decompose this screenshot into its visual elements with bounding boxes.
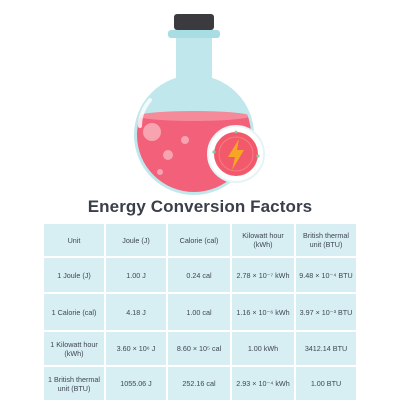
table-cell: 3.60 × 10⁶ J <box>106 332 166 365</box>
table-row: 1 British thermal unit (BTU) 1055.06 J 2… <box>44 367 356 400</box>
table-cell: 1.00 BTU <box>296 367 356 400</box>
header-btu: British thermal unit (BTU) <box>296 224 356 256</box>
table-cell: 3412.14 BTU <box>296 332 356 365</box>
header-kilowatt-hour: Kilowatt hour (kWh) <box>232 224 294 256</box>
table-row: 1 Calorie (cal) 4.18 J 1.00 cal 1.16 × 1… <box>44 294 356 330</box>
header-joule: Joule (J) <box>106 224 166 256</box>
table-cell: 1.00 kWh <box>232 332 294 365</box>
page-title: Energy Conversion Factors <box>87 197 313 216</box>
conversion-table: Unit Joule (J) Calorie (cal) Kilowatt ho… <box>42 222 358 402</box>
table-cell: 3.97 × 10⁻³ BTU <box>296 294 356 330</box>
table-cell: 8.60 × 10⁵ cal <box>168 332 230 365</box>
row-label: 1 Kilowatt hour (kWh) <box>44 332 104 365</box>
table-cell: 252.16 cal <box>168 367 230 400</box>
table-cell: 2.93 × 10⁻⁴ kWh <box>232 367 294 400</box>
header-calorie: Calorie (cal) <box>168 224 230 256</box>
table-row: 1 Kilowatt hour (kWh) 3.60 × 10⁶ J 8.60 … <box>44 332 356 365</box>
row-label: 1 British thermal unit (BTU) <box>44 367 104 400</box>
table-header-row: Unit Joule (J) Calorie (cal) Kilowatt ho… <box>44 224 356 256</box>
table-cell: 1.16 × 10⁻⁶ kWh <box>232 294 294 330</box>
table-cell: 1.00 J <box>106 258 166 292</box>
header-unit: Unit <box>44 224 104 256</box>
row-label: 1 Joule (J) <box>44 258 104 292</box>
row-label: 1 Calorie (cal) <box>44 294 104 330</box>
lightning-bolt-icon <box>207 125 265 183</box>
table-cell: 1.00 cal <box>168 294 230 330</box>
table-row: 1 Joule (J) 1.00 J 0.24 cal 2.78 × 10⁻⁷ … <box>44 258 356 292</box>
flask-illustration <box>134 14 265 195</box>
table-cell: 2.78 × 10⁻⁷ kWh <box>232 258 294 292</box>
table-cell: 1055.06 J <box>106 367 166 400</box>
table-cell: 4.18 J <box>106 294 166 330</box>
table-cell: 0.24 cal <box>168 258 230 292</box>
table-cell: 9.48 × 10⁻⁴ BTU <box>296 258 356 292</box>
